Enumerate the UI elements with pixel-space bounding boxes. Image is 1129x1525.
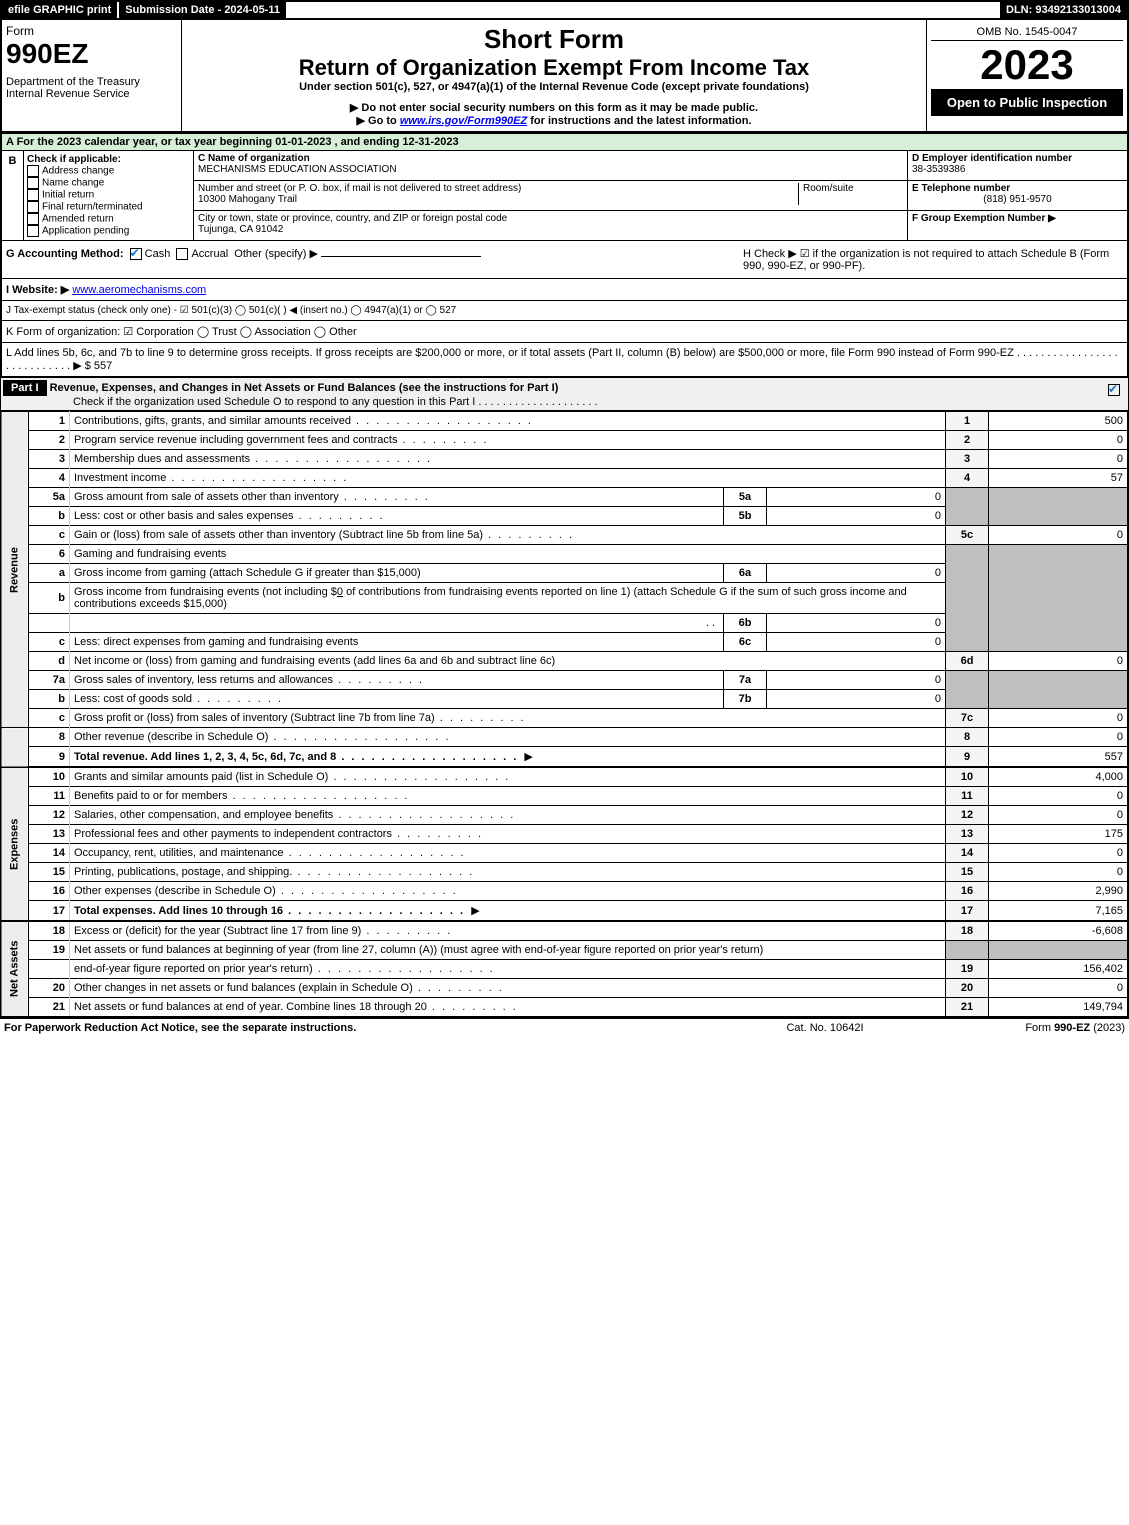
part-i-checkbox[interactable] — [1108, 384, 1120, 396]
city-label: City or town, state or province, country… — [198, 213, 507, 224]
form-label: Form — [6, 24, 177, 38]
form-header: Form 990EZ Department of the Treasury In… — [0, 20, 1129, 133]
check-address[interactable]: Address change — [27, 165, 190, 177]
footer-left: For Paperwork Reduction Act Notice, see … — [4, 1022, 725, 1034]
part-i-header: Part I Revenue, Expenses, and Changes in… — [0, 377, 1129, 411]
c-label: C Name of organization — [198, 153, 310, 164]
tax-year: 2023 — [931, 41, 1123, 89]
line-1-no: 1 — [29, 412, 70, 431]
revenue-label-vertical: Revenue — [1, 412, 29, 728]
header-center: Short Form Return of Organization Exempt… — [182, 20, 927, 131]
room-label: Room/suite — [803, 183, 854, 194]
phone-value: (818) 951-9570 — [912, 194, 1123, 205]
city-value: Tujunga, CA 91042 — [198, 224, 283, 235]
header-right: OMB No. 1545-0047 2023 Open to Public In… — [927, 20, 1127, 131]
section-a: A For the 2023 calendar year, or tax yea… — [0, 133, 1129, 151]
form-number: 990EZ — [6, 38, 177, 70]
goto-link[interactable]: www.irs.gov/Form990EZ — [400, 115, 527, 127]
top-bar: efile GRAPHIC print Submission Date - 20… — [0, 0, 1129, 20]
goto-pre: ▶ Go to — [357, 115, 400, 127]
section-h: H Check ▶ ☑ if the organization is not r… — [743, 247, 1123, 272]
info-grid: B Check if applicable: Address change Na… — [0, 151, 1129, 241]
dln-label: DLN: 93492133013004 — [1000, 2, 1127, 18]
section-e: E Telephone number (818) 951-9570 — [907, 181, 1127, 211]
org-name: MECHANISMS EDUCATION ASSOCIATION — [198, 164, 397, 175]
line-1-val: 500 — [989, 412, 1129, 431]
lines-table: Revenue 1 Contributions, gifts, grants, … — [0, 411, 1129, 1018]
line-6b-text: Gross income from fundraising events (no… — [70, 583, 946, 614]
irs-label: Internal Revenue Service — [6, 88, 177, 100]
street-label: Number and street (or P. O. box, if mail… — [198, 183, 521, 194]
short-form-title: Short Form — [186, 24, 922, 55]
section-f: F Group Exemption Number ▶ — [907, 211, 1127, 240]
footer-mid: Cat. No. 10642I — [725, 1022, 925, 1034]
footer-right: Form 990-EZ (2023) — [925, 1022, 1125, 1034]
check-accrual[interactable] — [176, 248, 188, 260]
check-cash[interactable] — [130, 248, 142, 260]
section-i: I Website: ▶ www.aeromechanisms.com — [0, 279, 1129, 301]
part-i-heading: Revenue, Expenses, and Changes in Net As… — [50, 382, 559, 394]
f-label: F Group Exemption Number ▶ — [912, 213, 1056, 224]
line-2-text: Program service revenue including govern… — [70, 431, 946, 450]
omb-number: OMB No. 1545-0047 — [931, 24, 1123, 41]
check-initial[interactable]: Initial return — [27, 189, 190, 201]
section-j: J Tax-exempt status (check only one) - ☑… — [0, 301, 1129, 321]
e-label: E Telephone number — [912, 183, 1010, 194]
ein-value: 38-3539386 — [912, 164, 965, 175]
goto-post: for instructions and the latest informat… — [527, 115, 751, 127]
open-public: Open to Public Inspection — [931, 89, 1123, 116]
expenses-label-vertical: Expenses — [1, 767, 29, 921]
check-name[interactable]: Name change — [27, 177, 190, 189]
line-2-no: 2 — [29, 431, 70, 450]
section-d: D Employer identification number 38-3539… — [907, 151, 1127, 181]
b-title: Check if applicable: — [27, 154, 190, 165]
return-title: Return of Organization Exempt From Incom… — [186, 55, 922, 81]
section-b-checks: Check if applicable: Address change Name… — [24, 151, 194, 240]
check-amended[interactable]: Amended return — [27, 213, 190, 225]
section-l: L Add lines 5b, 6c, and 7b to line 9 to … — [0, 343, 1129, 377]
efile-label[interactable]: efile GRAPHIC print — [2, 2, 117, 18]
submission-date: Submission Date - 2024-05-11 — [117, 2, 286, 18]
section-g: G Accounting Method: Cash Accrual Other … — [6, 247, 743, 272]
goto-note: ▶ Go to www.irs.gov/Form990EZ for instru… — [186, 114, 922, 127]
row-g-h: G Accounting Method: Cash Accrual Other … — [0, 241, 1129, 279]
dept-label: Department of the Treasury — [6, 76, 177, 88]
line-1-ref: 1 — [946, 412, 989, 431]
check-final[interactable]: Final return/terminated — [27, 201, 190, 213]
header-left: Form 990EZ Department of the Treasury In… — [2, 20, 182, 131]
g-label: G Accounting Method: — [6, 248, 124, 260]
check-pending[interactable]: Application pending — [27, 225, 190, 237]
section-c-name: C Name of organization MECHANISMS EDUCAT… — [194, 151, 907, 181]
under-section: Under section 501(c), 527, or 4947(a)(1)… — [186, 81, 922, 93]
section-c-street: Number and street (or P. O. box, if mail… — [194, 181, 907, 211]
letter-b: B — [2, 151, 24, 240]
d-label: D Employer identification number — [912, 153, 1072, 164]
netassets-label-vertical: Net Assets — [1, 921, 29, 1017]
i-label: I Website: ▶ — [6, 284, 69, 296]
section-c-city: City or town, state or province, country… — [194, 211, 907, 240]
part-i-label: Part I — [3, 380, 47, 396]
part-i-check: Check if the organization used Schedule … — [3, 396, 598, 408]
street-value: 10300 Mahogany Trail — [198, 194, 297, 205]
footer: For Paperwork Reduction Act Notice, see … — [0, 1018, 1129, 1037]
website-link[interactable]: www.aeromechanisms.com — [72, 284, 206, 296]
line-1-text: Contributions, gifts, grants, and simila… — [70, 412, 946, 431]
section-k: K Form of organization: ☑ Corporation ◯ … — [0, 321, 1129, 343]
no-ssn-note: ▶ Do not enter social security numbers o… — [186, 101, 922, 114]
